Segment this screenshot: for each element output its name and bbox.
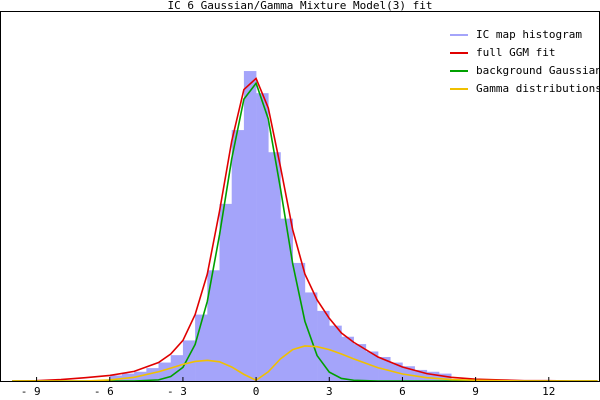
histogram-bar xyxy=(280,218,293,381)
legend-label: IC map histogram xyxy=(476,28,582,41)
x-tick-label: - 6 xyxy=(94,385,114,398)
histogram-bar xyxy=(268,152,281,381)
legend-label: full GGM fit xyxy=(476,46,555,59)
histogram-bar xyxy=(317,310,330,381)
x-tick-label: - 3 xyxy=(167,385,187,398)
legend-label: Gamma distributions xyxy=(476,82,600,95)
x-tick-label: 6 xyxy=(399,385,406,398)
histogram-bar xyxy=(353,344,367,381)
histogram-bar xyxy=(243,71,257,381)
fit-line xyxy=(12,77,598,382)
histogram-bar xyxy=(256,93,269,382)
x-tick-label: 3 xyxy=(326,385,333,398)
histogram-bar xyxy=(292,262,306,381)
histogram-bar xyxy=(426,371,440,381)
histogram-bar xyxy=(439,373,452,381)
chart-title: IC_6 Gaussian/Gamma Mixture Model(3) fit xyxy=(168,0,433,12)
x-tick-label: 12 xyxy=(542,385,555,398)
histogram-bar xyxy=(158,362,172,381)
histogram-bar xyxy=(414,369,428,381)
x-tick-label: 0 xyxy=(253,385,260,398)
histogram-bar xyxy=(146,368,159,381)
histogram-bar xyxy=(207,270,220,381)
histogram-bar xyxy=(231,130,245,381)
legend-label: background Gaussian xyxy=(476,64,600,77)
x-tick-label: 9 xyxy=(472,385,479,398)
histogram-bar xyxy=(109,375,123,381)
histogram-bar xyxy=(329,325,342,381)
histogram-bar xyxy=(341,336,354,381)
histogram-bar xyxy=(219,203,233,381)
fit-line xyxy=(12,345,598,382)
x-tick-label: - 9 xyxy=(21,385,41,398)
